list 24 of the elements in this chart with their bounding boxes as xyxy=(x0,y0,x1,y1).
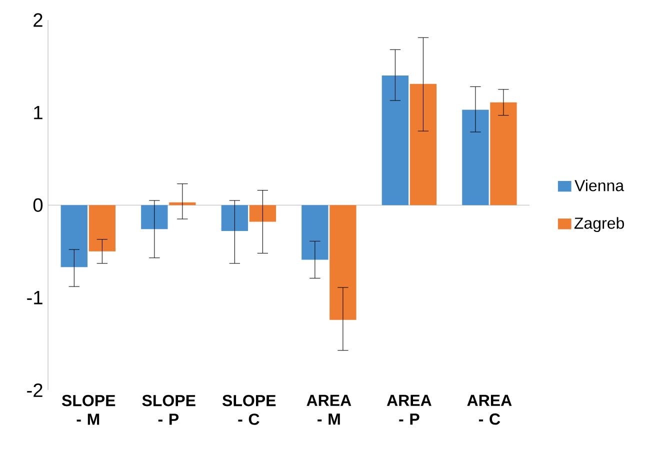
bar xyxy=(490,102,517,205)
bar xyxy=(302,204,328,260)
legend-label: Vienna xyxy=(574,179,624,192)
x-tick-label: SLOPE - C xyxy=(222,394,276,425)
bar xyxy=(221,204,248,231)
bar xyxy=(382,75,409,205)
y-tick-label: 0 xyxy=(33,198,43,212)
bar xyxy=(88,204,116,252)
bar xyxy=(141,204,168,230)
y-tick-label: 2 xyxy=(34,13,42,27)
x-tick-label: AREA - M xyxy=(306,394,352,424)
x-tick-label: SLOPE - M xyxy=(62,394,116,425)
y-tick-label: -2 xyxy=(27,383,42,397)
x-tick-label: AREA - C xyxy=(467,394,512,425)
bar xyxy=(462,110,489,205)
x-tick-label: SLOPE - P xyxy=(142,394,196,425)
y-tick-label: -1 xyxy=(27,290,42,304)
y-tick-label: 1 xyxy=(34,106,42,120)
bar xyxy=(330,204,356,320)
bar xyxy=(60,204,88,267)
legend-label: Zagreb xyxy=(574,217,624,232)
x-tick-label: AREA - P xyxy=(386,394,432,424)
bar xyxy=(410,84,437,205)
bar xyxy=(249,204,276,222)
